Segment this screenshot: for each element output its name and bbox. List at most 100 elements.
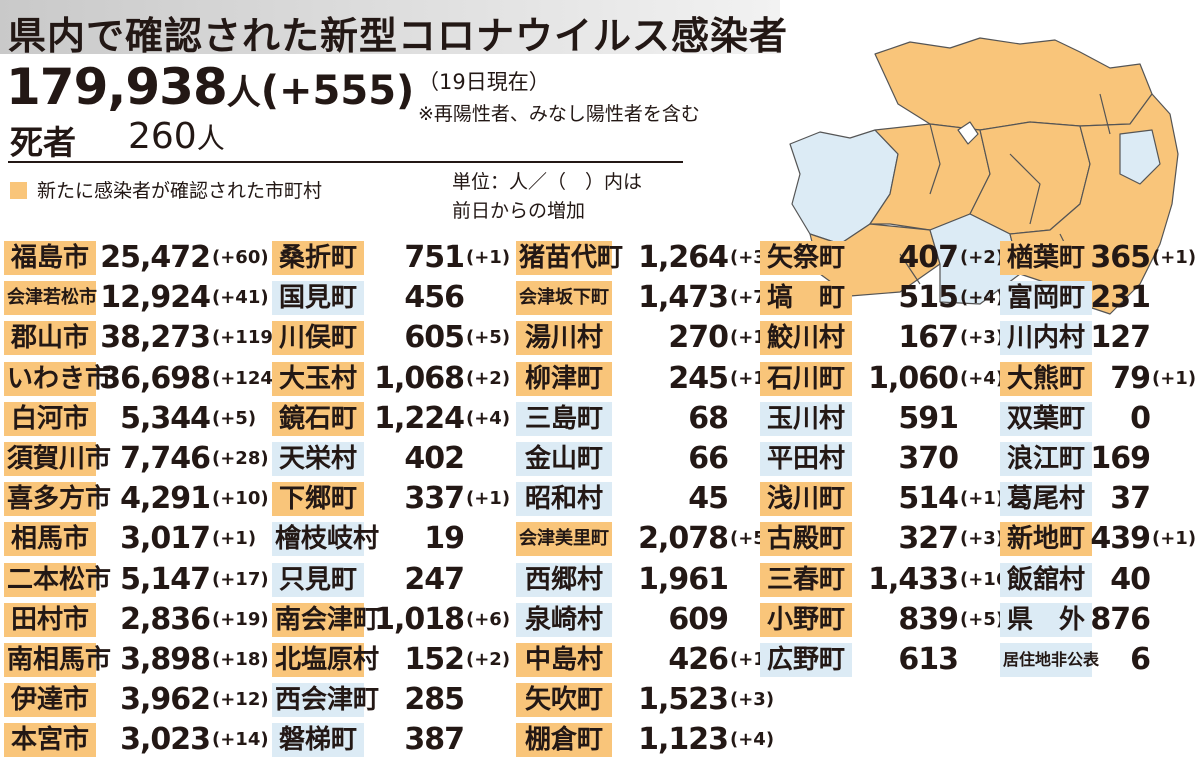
municipality-row: 北塩原村 152 (+2) — [272, 640, 512, 680]
case-count: 327 — [898, 521, 959, 557]
case-delta: (+18) — [212, 648, 269, 670]
municipality-name: 西会津町 — [272, 683, 379, 718]
municipality-name: 居住地非公表 — [1000, 642, 1099, 677]
case-delta: (+5) — [466, 327, 511, 349]
case-count: 1,433 — [868, 561, 959, 597]
case-count: 751 — [404, 240, 465, 275]
case-count: 68 — [688, 400, 729, 436]
municipality-row: 本宮市 3,023 (+14) — [4, 720, 269, 760]
case-count: 839 — [898, 601, 959, 637]
municipality-row: 浅川町 514 (+1) — [760, 479, 1004, 519]
municipality-name: 南相馬市 — [4, 642, 111, 677]
case-count: 270 — [668, 320, 729, 356]
municipality-name: 塙 町 — [760, 281, 852, 316]
case-count: 1,068 — [374, 360, 465, 396]
municipality-row: 福島市 25,472 (+60) — [4, 238, 269, 278]
legend-label: 新たに感染者が確認された市町村 — [37, 180, 323, 202]
municipality-row: 古殿町 327 (+3) — [760, 519, 1004, 559]
case-count: 6 — [1130, 641, 1151, 677]
municipality-row: 郡山市 38,273 (+119) — [4, 318, 281, 358]
case-count: 1,018 — [374, 601, 465, 637]
municipality-name: 飯舘村 — [1000, 562, 1092, 597]
case-count: 514 — [898, 481, 959, 517]
case-count: 1,961 — [638, 561, 729, 597]
case-delta: (+2) — [466, 648, 511, 670]
case-count: 37 — [1110, 481, 1151, 517]
deaths-value: 260人 — [128, 116, 225, 157]
total-cases-delta: (+555) — [260, 68, 415, 114]
case-count: 1,523 — [638, 682, 729, 718]
municipality-row: 伊達市 3,962 (+12) — [4, 680, 269, 720]
municipality-row: 県 外 876 — [1000, 600, 1200, 640]
municipality-row: 会津美里町 2,078 (+5) — [516, 519, 774, 559]
case-count: 3,023 — [120, 722, 211, 758]
divider — [8, 161, 683, 163]
case-count: 1,060 — [868, 360, 959, 396]
municipality-row: 国見町 456 — [272, 278, 512, 318]
case-count: 5,147 — [120, 561, 211, 597]
municipality-row: 西会津町 285 — [272, 680, 512, 720]
case-count: 285 — [404, 682, 465, 718]
municipality-column: 福島市 25,472 (+60) 会津若松市 12,924 (+41) 郡山市 38,273(… — [4, 238, 281, 760]
municipality-row: 居住地非公表 6 — [1000, 640, 1200, 680]
case-count: 7,746 — [120, 440, 211, 476]
case-count: 40 — [1110, 561, 1151, 597]
municipality-row: 南相馬市 3,898 (+18) — [4, 640, 269, 680]
municipality-row: 三島町 68 — [516, 399, 756, 439]
case-delta: (+10) — [212, 488, 269, 510]
case-count: 0 — [1130, 400, 1151, 436]
case-count: 3,898 — [120, 641, 211, 677]
case-delta: (+1) — [1152, 367, 1197, 389]
case-count: 36,698 — [100, 360, 211, 396]
case-count: 1,123 — [638, 722, 729, 758]
case-delta: (+41) — [212, 287, 269, 309]
municipality-name: 双葉町 — [1000, 401, 1092, 436]
case-count: 439 — [1090, 521, 1151, 557]
case-count: 169 — [1090, 440, 1151, 476]
municipality-row: 葛尾村 37 — [1000, 479, 1200, 519]
municipality-row: 中島村 426 (+1) — [516, 640, 774, 680]
case-count: 38,273 — [100, 320, 211, 356]
case-count: 605 — [404, 320, 465, 356]
municipality-row: 石川町 1,060 (+4) — [760, 359, 1004, 399]
municipality-row: 富岡町 231 — [1000, 278, 1200, 318]
municipality-name: いわき市 — [4, 361, 111, 396]
case-delta: (+28) — [212, 447, 269, 469]
unit-note-line1: 単位：人／（ ）内は — [452, 171, 643, 193]
municipality-name: 会津美里町 — [516, 522, 612, 557]
municipality-name: 富岡町 — [1000, 281, 1092, 316]
municipality-column: 楢葉町 365 (+1) 富岡町 231 川内村 127 大熊町 79 (+1) 双葉町 0 浪江町 16… — [1000, 238, 1200, 680]
municipality-name: 玉川村 — [760, 401, 852, 436]
municipality-name: 金山町 — [516, 441, 612, 476]
municipality-row: 小野町 839 (+5) — [760, 600, 1004, 640]
case-delta: (+3) — [960, 327, 1005, 349]
case-count: 2,836 — [120, 601, 211, 637]
municipality-row: 広野町 613 — [760, 640, 1000, 680]
unit-note: 単位：人／（ ）内は 前日からの増加 — [452, 168, 642, 226]
municipality-row: 南会津町 1,018 (+6) — [272, 600, 512, 640]
inclusion-note: ※再陽性者、みなし陽性者を含む — [418, 103, 700, 125]
case-delta: (+119) — [212, 327, 282, 349]
case-count: 231 — [1090, 280, 1151, 316]
municipality-name: 鏡石町 — [272, 401, 364, 436]
case-delta: (+6) — [466, 608, 511, 630]
case-delta: (+1) — [212, 528, 257, 550]
page-title: 県内で確認された新型コロナウイルス感染者 — [8, 14, 789, 58]
municipality-name: 国見町 — [272, 281, 364, 316]
municipality-row: 須賀川市 7,746 (+28) — [4, 439, 269, 479]
municipality-row: 鮫川村 167 (+3) — [760, 318, 1004, 358]
municipality-name: 浪江町 — [1000, 441, 1092, 476]
municipality-name: 川内村 — [1000, 321, 1092, 356]
case-delta: (+124) — [212, 367, 282, 389]
case-count: 613 — [898, 641, 959, 677]
case-delta: (+1) — [1152, 247, 1197, 268]
municipality-name: 平田村 — [760, 441, 852, 476]
municipality-row: 川内村 127 — [1000, 318, 1200, 358]
case-count: 609 — [668, 601, 729, 637]
municipality-name: 川俣町 — [272, 321, 364, 356]
case-delta: (+12) — [212, 689, 269, 711]
municipality-row: 喜多方市 4,291 (+10) — [4, 479, 269, 519]
map-region-north — [874, 37, 1153, 131]
municipality-name: 矢吹町 — [516, 683, 612, 718]
total-cases: 179,938人(+555) — [6, 58, 414, 116]
